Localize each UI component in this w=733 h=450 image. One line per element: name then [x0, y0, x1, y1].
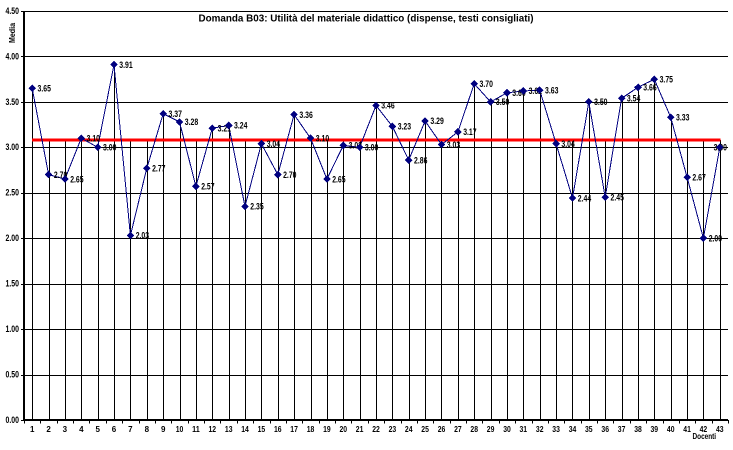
svg-text:1.00: 1.00	[6, 324, 20, 334]
svg-text:3.17: 3.17	[463, 127, 476, 137]
svg-text:27: 27	[454, 425, 462, 434]
svg-text:12: 12	[209, 425, 217, 434]
svg-text:19: 19	[323, 425, 331, 434]
svg-text:17: 17	[290, 425, 298, 434]
svg-text:3.10: 3.10	[316, 133, 329, 143]
svg-text:3.10: 3.10	[87, 133, 100, 143]
svg-text:2.35: 2.35	[250, 202, 263, 212]
svg-text:38: 38	[634, 425, 642, 434]
svg-text:3.28: 3.28	[185, 117, 198, 127]
svg-text:0.00: 0.00	[6, 415, 20, 425]
svg-text:3.04: 3.04	[561, 139, 574, 149]
svg-text:7: 7	[128, 425, 133, 434]
svg-text:3.54: 3.54	[627, 94, 640, 104]
svg-text:3.23: 3.23	[398, 122, 411, 132]
svg-text:2.65: 2.65	[70, 174, 83, 184]
svg-text:2.86: 2.86	[414, 155, 427, 165]
svg-text:29: 29	[487, 425, 495, 434]
svg-text:11: 11	[192, 425, 200, 434]
svg-text:3.00: 3.00	[103, 143, 116, 153]
svg-text:13: 13	[225, 425, 233, 434]
svg-text:3.65: 3.65	[38, 84, 51, 94]
svg-text:3.04: 3.04	[267, 139, 280, 149]
svg-text:31: 31	[520, 425, 528, 434]
svg-text:25: 25	[421, 425, 429, 434]
svg-text:3.00: 3.00	[6, 142, 20, 152]
svg-text:33: 33	[552, 425, 560, 434]
svg-text:28: 28	[470, 425, 478, 434]
svg-text:2.44: 2.44	[578, 193, 591, 203]
svg-text:34: 34	[569, 425, 577, 434]
svg-text:40: 40	[667, 425, 675, 434]
svg-text:41: 41	[683, 425, 691, 434]
svg-text:20: 20	[340, 425, 348, 434]
svg-text:3.00: 3.00	[365, 143, 378, 153]
svg-text:30: 30	[503, 425, 511, 434]
svg-text:2.65: 2.65	[332, 174, 345, 184]
svg-text:3.75: 3.75	[660, 74, 673, 84]
svg-text:2.00: 2.00	[709, 233, 722, 243]
svg-text:2.77: 2.77	[152, 163, 165, 173]
svg-text:14: 14	[241, 425, 249, 434]
svg-text:18: 18	[307, 425, 315, 434]
svg-text:9: 9	[161, 425, 166, 434]
svg-text:2.70: 2.70	[54, 170, 67, 180]
svg-text:2.67: 2.67	[692, 173, 705, 183]
svg-text:4: 4	[79, 425, 84, 434]
svg-text:3.46: 3.46	[381, 101, 394, 111]
svg-text:3.91: 3.91	[119, 60, 132, 70]
svg-text:2.45: 2.45	[611, 193, 624, 203]
svg-text:3.02: 3.02	[349, 141, 362, 151]
svg-text:3.24: 3.24	[234, 121, 247, 131]
svg-text:10: 10	[176, 425, 184, 434]
svg-text:2.57: 2.57	[201, 182, 214, 192]
svg-text:2: 2	[46, 425, 51, 434]
svg-text:35: 35	[585, 425, 593, 434]
svg-text:3.50: 3.50	[594, 97, 607, 107]
svg-text:3.70: 3.70	[480, 79, 493, 89]
svg-text:4.00: 4.00	[6, 51, 20, 61]
svg-text:3.36: 3.36	[299, 110, 312, 120]
svg-text:42: 42	[700, 425, 708, 434]
svg-text:3.21: 3.21	[218, 123, 231, 133]
svg-text:21: 21	[356, 425, 364, 434]
svg-text:26: 26	[438, 425, 446, 434]
svg-text:0.50: 0.50	[6, 370, 20, 380]
svg-text:3.63: 3.63	[545, 85, 558, 95]
svg-text:23: 23	[389, 425, 397, 434]
svg-text:16: 16	[274, 425, 282, 434]
svg-text:36: 36	[601, 425, 609, 434]
svg-text:Media: Media	[8, 23, 17, 43]
svg-text:4.50: 4.50	[6, 6, 20, 16]
svg-text:3: 3	[63, 425, 68, 434]
svg-text:22: 22	[372, 425, 380, 434]
svg-text:2.70: 2.70	[283, 170, 296, 180]
svg-text:5: 5	[95, 425, 100, 434]
svg-text:3.37: 3.37	[169, 109, 182, 119]
svg-text:3.66: 3.66	[643, 83, 656, 93]
svg-text:24: 24	[405, 425, 413, 434]
svg-text:8: 8	[145, 425, 150, 434]
svg-text:3.03: 3.03	[447, 140, 460, 150]
svg-text:2.50: 2.50	[6, 188, 20, 198]
svg-text:3.50: 3.50	[496, 97, 509, 107]
svg-text:2.00: 2.00	[6, 233, 20, 243]
svg-text:3.60: 3.60	[512, 88, 525, 98]
svg-text:15: 15	[258, 425, 266, 434]
svg-text:3.33: 3.33	[676, 113, 689, 123]
svg-text:39: 39	[651, 425, 659, 434]
svg-text:3.62: 3.62	[529, 86, 542, 96]
svg-text:37: 37	[618, 425, 626, 434]
svg-text:43: 43	[716, 425, 724, 434]
svg-text:32: 32	[536, 425, 544, 434]
svg-text:Domanda B03: Utilità del mater: Domanda B03: Utilità del materiale didat…	[199, 14, 534, 25]
svg-text:1.50: 1.50	[6, 279, 20, 289]
svg-text:3.29: 3.29	[430, 116, 443, 126]
svg-text:1: 1	[30, 425, 35, 434]
svg-text:2.03: 2.03	[136, 231, 149, 241]
svg-text:3.50: 3.50	[6, 97, 20, 107]
svg-text:6: 6	[112, 425, 117, 434]
svg-text:Docenti: Docenti	[693, 432, 717, 441]
